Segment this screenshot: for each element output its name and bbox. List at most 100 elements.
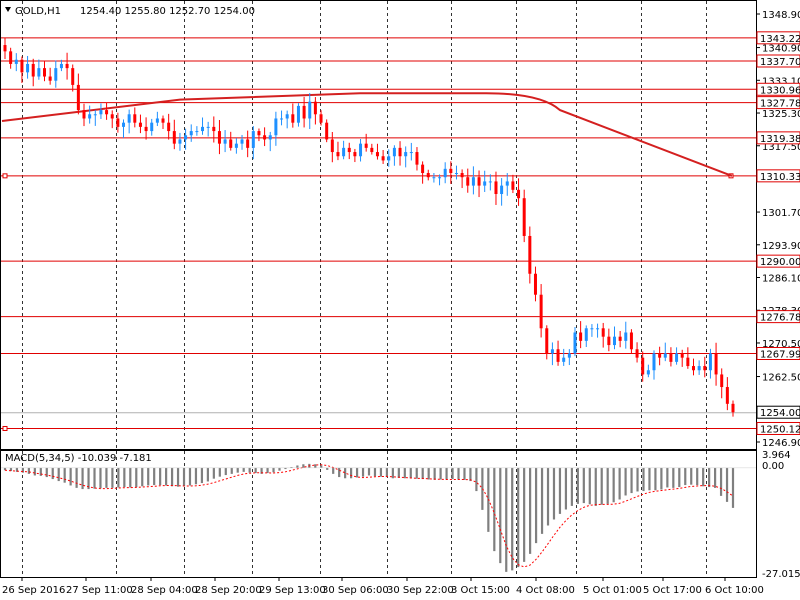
candle[interactable] [263,127,267,147]
candle[interactable] [285,110,289,129]
candle[interactable] [596,323,600,338]
candle[interactable] [161,115,165,130]
candle[interactable] [251,126,255,160]
candle[interactable] [404,146,408,168]
candle[interactable] [325,119,329,143]
candle[interactable] [246,130,250,158]
candle[interactable] [500,178,504,206]
candle[interactable] [26,55,30,79]
candle[interactable] [370,143,374,155]
candle[interactable] [607,328,611,352]
candle[interactable] [217,119,221,155]
candle[interactable] [471,166,475,195]
candle[interactable] [725,377,729,411]
candle[interactable] [567,349,571,366]
candle[interactable] [454,165,458,180]
candle[interactable] [234,138,238,154]
candle[interactable] [550,342,554,366]
candle[interactable] [302,96,306,128]
candle[interactable] [708,348,712,379]
candle[interactable] [268,131,272,152]
candle[interactable] [336,141,340,161]
candle[interactable] [646,364,650,378]
candle[interactable] [658,346,662,366]
candle[interactable] [511,174,515,194]
candle[interactable] [426,169,430,181]
candle[interactable] [691,358,695,376]
candle[interactable] [127,109,131,134]
candle[interactable] [421,161,425,184]
candle[interactable] [714,342,718,386]
candle[interactable] [663,342,667,362]
candle[interactable] [212,116,216,143]
candle[interactable] [206,121,210,137]
candle[interactable] [93,110,97,126]
candle[interactable] [59,59,63,72]
candle[interactable] [319,110,323,126]
candle[interactable] [545,325,549,360]
candle[interactable] [528,226,532,284]
candle[interactable] [178,132,182,151]
candle[interactable] [223,130,227,153]
candle[interactable] [618,330,622,348]
candle[interactable] [353,148,357,163]
candle[interactable] [330,131,334,163]
candle[interactable] [201,117,205,135]
candle[interactable] [155,111,159,127]
candle[interactable] [48,67,52,85]
candle[interactable] [720,368,724,399]
candle[interactable] [381,150,385,164]
candle[interactable] [229,131,233,151]
candle[interactable] [635,342,639,363]
candle[interactable] [54,60,58,88]
candle[interactable] [466,168,470,193]
candle[interactable] [477,170,481,198]
candle[interactable] [624,321,628,349]
candle[interactable] [398,141,402,166]
candle[interactable] [517,178,521,206]
candle[interactable] [359,139,363,162]
level-handle[interactable] [2,173,8,179]
candle[interactable] [505,173,509,196]
candle[interactable] [573,327,577,357]
candle[interactable] [150,118,154,136]
candle[interactable] [82,103,86,127]
candle[interactable] [494,171,498,205]
candle[interactable] [686,347,690,369]
candle[interactable] [522,189,526,243]
candle[interactable] [675,347,679,365]
candle[interactable] [409,142,413,161]
candle[interactable] [629,329,633,354]
candle[interactable] [641,351,645,382]
candle[interactable] [387,149,391,167]
candle[interactable] [257,128,261,142]
candle[interactable] [601,322,605,348]
candle[interactable] [308,93,312,130]
candle[interactable] [172,119,176,150]
candle[interactable] [274,111,278,146]
candle[interactable] [88,105,92,124]
candle[interactable] [37,59,41,80]
candle[interactable] [483,170,487,192]
candle[interactable] [488,174,492,191]
candle[interactable] [438,174,442,186]
candle[interactable] [3,38,7,60]
candle[interactable] [342,140,346,160]
candle[interactable] [144,117,148,140]
candle[interactable] [189,124,193,142]
candle[interactable] [449,161,453,184]
candle[interactable] [9,47,13,69]
candle[interactable] [533,266,537,302]
candle[interactable] [43,61,47,82]
candle[interactable] [110,110,114,129]
candle[interactable] [138,114,142,134]
candle[interactable] [291,103,295,128]
candle[interactable] [280,110,284,126]
candle[interactable] [240,134,244,150]
candle[interactable] [116,112,120,133]
candle[interactable] [14,53,18,72]
candle[interactable] [31,58,35,87]
level-handle[interactable] [2,425,8,431]
candle[interactable] [71,64,75,92]
